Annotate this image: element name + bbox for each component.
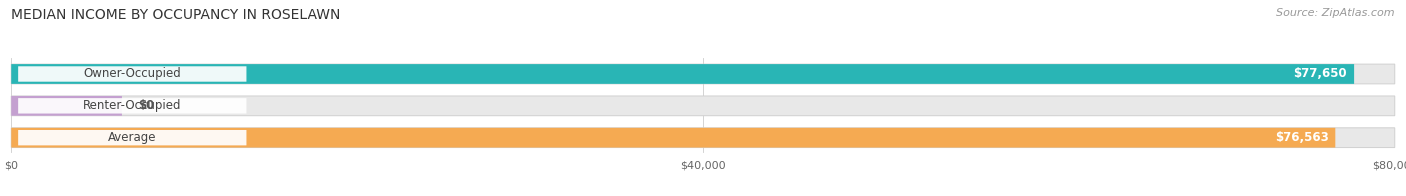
Text: Renter-Occupied: Renter-Occupied: [83, 99, 181, 112]
FancyBboxPatch shape: [11, 96, 1395, 116]
FancyBboxPatch shape: [11, 64, 1395, 84]
FancyBboxPatch shape: [11, 64, 1354, 84]
Text: MEDIAN INCOME BY OCCUPANCY IN ROSELAWN: MEDIAN INCOME BY OCCUPANCY IN ROSELAWN: [11, 8, 340, 22]
Text: $0: $0: [139, 99, 155, 112]
FancyBboxPatch shape: [11, 128, 1395, 148]
Text: Average: Average: [108, 131, 156, 144]
Text: Owner-Occupied: Owner-Occupied: [83, 67, 181, 81]
FancyBboxPatch shape: [11, 128, 1336, 148]
FancyBboxPatch shape: [18, 98, 246, 113]
FancyBboxPatch shape: [18, 130, 246, 145]
FancyBboxPatch shape: [18, 66, 246, 82]
FancyBboxPatch shape: [11, 96, 122, 116]
Text: $77,650: $77,650: [1294, 67, 1347, 81]
Text: Source: ZipAtlas.com: Source: ZipAtlas.com: [1277, 8, 1395, 18]
Text: $76,563: $76,563: [1275, 131, 1329, 144]
